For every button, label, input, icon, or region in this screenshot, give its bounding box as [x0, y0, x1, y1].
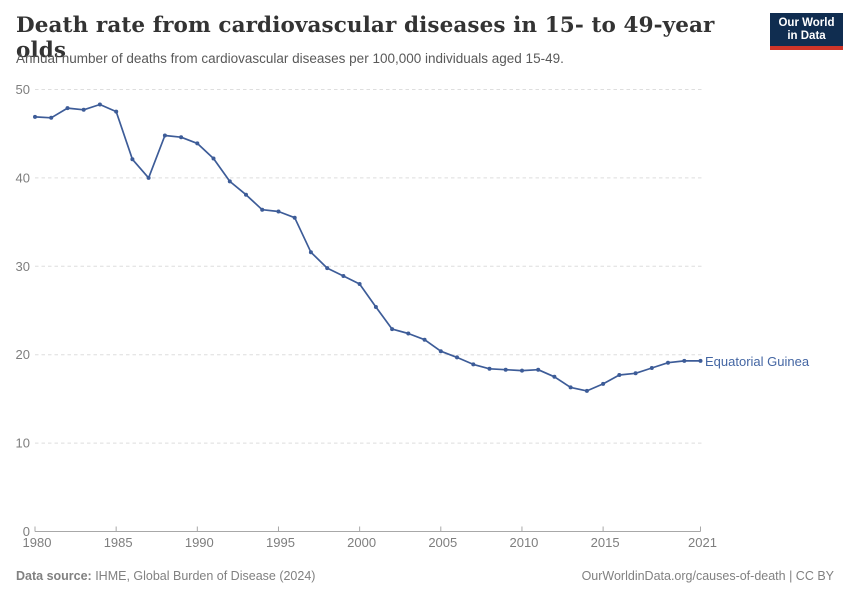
data-point-2014 [584, 388, 589, 393]
x-tick-label-1985: 1985 [104, 535, 133, 550]
data-point-2020 [682, 358, 687, 363]
x-tick-label-1990: 1990 [185, 535, 214, 550]
x-tick-label-2000: 2000 [347, 535, 376, 550]
owid-logo[interactable]: Our World in Data [770, 13, 843, 50]
data-point-1982 [65, 106, 70, 111]
y-tick-label-20: 20 [16, 347, 30, 362]
data-line-equatorial-guinea [34, 103, 702, 392]
data-point-1987 [146, 175, 151, 180]
data-point-1981 [49, 115, 54, 120]
data-point-2005 [438, 349, 443, 354]
data-point-1999 [341, 274, 346, 278]
data-point-2015 [601, 381, 606, 386]
data-point-1993 [244, 192, 248, 197]
data-source-label: Data source: [16, 569, 92, 583]
x-tick-label-2015: 2015 [591, 535, 620, 550]
data-point-1984 [97, 102, 102, 107]
y-tick-label-30: 30 [16, 259, 30, 274]
data-point-1996 [292, 215, 297, 220]
data-point-1994 [260, 207, 265, 212]
data-point-2010 [520, 368, 524, 373]
data-point-1986 [130, 157, 135, 162]
data-point-2002 [390, 327, 395, 332]
x-tick-label-1995: 1995 [266, 535, 295, 550]
y-tick-label-40: 40 [16, 170, 30, 185]
data-point-2021 [698, 358, 703, 363]
data-point-2011 [536, 367, 541, 372]
data-point-2017 [633, 371, 638, 376]
data-point-2012 [552, 374, 557, 379]
y-tick-label-0: 0 [23, 524, 30, 539]
data-point-2001 [373, 305, 378, 309]
y-tick-label-50: 50 [16, 82, 30, 97]
owid-logo-line2: in Data [787, 29, 826, 42]
data-point-2013 [568, 385, 573, 390]
data-point-2004 [422, 337, 427, 342]
data-point-2008 [487, 366, 492, 371]
data-point-2007 [471, 362, 476, 367]
x-tick-label-1980: 1980 [23, 535, 52, 550]
data-point-2009 [503, 367, 508, 372]
page-subtitle: Annual number of deaths from cardiovascu… [16, 51, 564, 66]
data-point-1998 [325, 266, 330, 271]
data-point-2000 [357, 282, 362, 286]
data-point-1995 [276, 209, 281, 214]
data-point-1997 [308, 250, 313, 255]
data-point-1991 [211, 156, 216, 161]
data-point-1980 [33, 114, 37, 119]
data-point-2003 [406, 331, 411, 336]
data-source: Data source: IHME, Global Burden of Dise… [16, 569, 315, 583]
data-point-2018 [649, 366, 654, 370]
data-point-1983 [81, 107, 86, 112]
chart-footer: Data source: IHME, Global Burden of Dise… [16, 569, 834, 583]
data-point-1985 [114, 109, 119, 114]
y-tick-label-10: 10 [16, 436, 30, 451]
data-point-1988 [162, 133, 167, 138]
x-tick-label-2010: 2010 [509, 535, 538, 550]
series-label-equatorial-guinea[interactable]: Equatorial Guinea [705, 354, 810, 369]
data-point-1992 [227, 179, 232, 184]
x-tick-label-2005: 2005 [428, 535, 457, 550]
data-point-1989 [179, 135, 184, 140]
owid-logo-line1: Our World [778, 16, 835, 29]
credit-link[interactable]: OurWorldinData.org/causes-of-death | CC … [581, 569, 834, 583]
page-title: Death rate from cardiovascular diseases … [16, 13, 715, 63]
x-tick-label-2021: 2021 [688, 535, 717, 550]
data-point-2019 [666, 360, 670, 365]
data-point-1990 [195, 141, 200, 146]
data-point-2006 [455, 355, 459, 360]
data-source-value: IHME, Global Burden of Disease (2024) [91, 569, 316, 583]
data-point-2016 [617, 373, 622, 377]
